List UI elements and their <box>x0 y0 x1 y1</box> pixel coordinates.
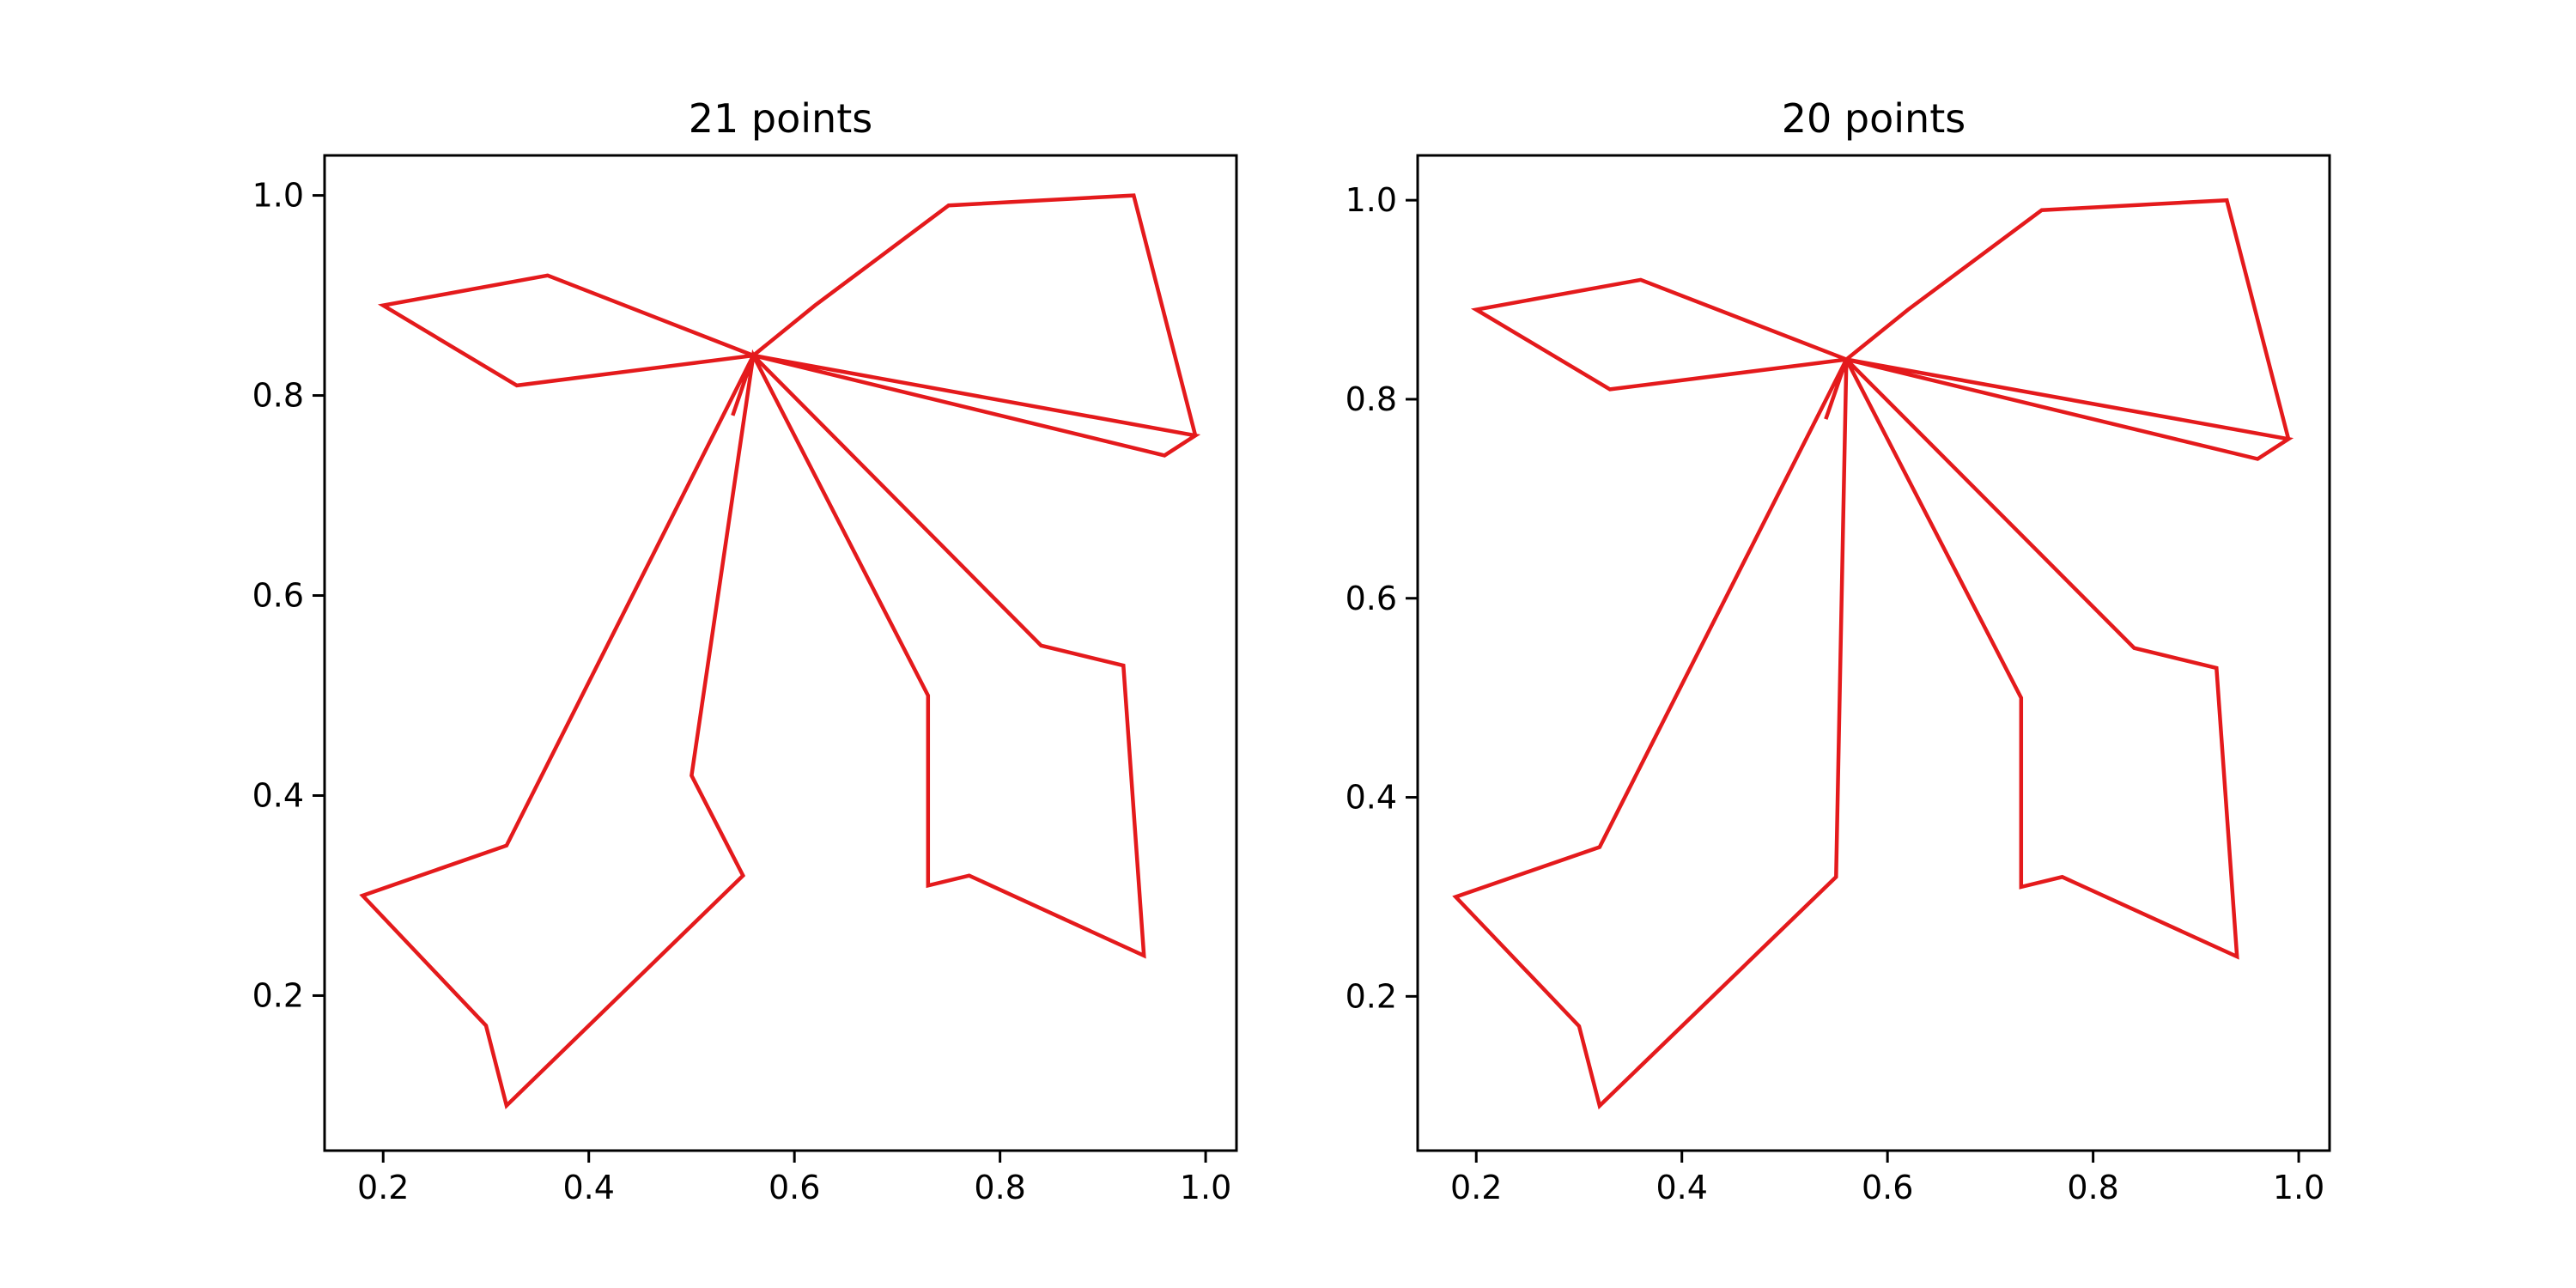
subplot-left-xtick-label: 0.8 <box>974 1169 1025 1206</box>
subplot-left-ytick-label: 0.4 <box>252 776 304 814</box>
subplot-right-series-line <box>1452 197 2294 1110</box>
subplot-left-ticks: 0.2 0.4 0.6 0.8 1.0 0.2 0.4 0.6 0.8 1.0 <box>252 177 1232 1206</box>
subplot-right: 20 points 0.2 0.4 0.6 0.8 1.0 0.2 0.4 0.6 0.8 1.0 <box>1346 95 2331 1206</box>
subplot-left-axes-frame <box>323 154 1238 1152</box>
subplot-right-ytick-label: 0.8 <box>1346 380 1397 418</box>
subplot-right-xtick-label: 0.6 <box>1862 1169 1913 1206</box>
subplot-right-ytick-label: 0.6 <box>1346 580 1397 617</box>
subplot-left: 21 points 0.2 0.4 0.6 0.8 1.0 0.2 0.4 0.6 0.8 1.0 <box>252 95 1238 1206</box>
subplot-right-axes-frame <box>1416 154 2331 1152</box>
subplot-left-ytick-label: 1.0 <box>252 177 304 215</box>
subplot-left-ytick-label: 0.6 <box>252 577 304 615</box>
subplot-right-ticks: 0.2 0.4 0.6 0.8 1.0 0.2 0.4 0.6 0.8 1.0 <box>1346 181 2325 1206</box>
subplot-left-xtick-label: 0.2 <box>357 1169 409 1206</box>
subplot-right-title: 20 points <box>1782 95 1965 142</box>
subplot-left-xtick-label: 1.0 <box>1180 1169 1231 1206</box>
subplot-right-xtick-label: 1.0 <box>2273 1169 2324 1206</box>
subplot-right-xtick-label: 0.8 <box>2067 1169 2118 1206</box>
subplot-right-ytick-label: 0.2 <box>1346 977 1397 1015</box>
subplot-right-ytick-label: 1.0 <box>1346 181 1397 219</box>
subplot-left-xtick-label: 0.6 <box>769 1169 820 1206</box>
subplot-left-ytick-label: 0.2 <box>252 976 304 1014</box>
subplot-left-title: 21 points <box>689 95 872 142</box>
subplot-left-ytick-label: 0.8 <box>252 377 304 415</box>
subplot-right-xtick-label: 0.2 <box>1450 1169 1502 1206</box>
subplot-right-ytick-label: 0.4 <box>1346 779 1397 817</box>
subplot-left-series-line <box>359 193 1201 1109</box>
subplot-left-xtick-label: 0.4 <box>562 1169 614 1206</box>
subplot-right-xtick-label: 0.4 <box>1656 1169 1707 1206</box>
